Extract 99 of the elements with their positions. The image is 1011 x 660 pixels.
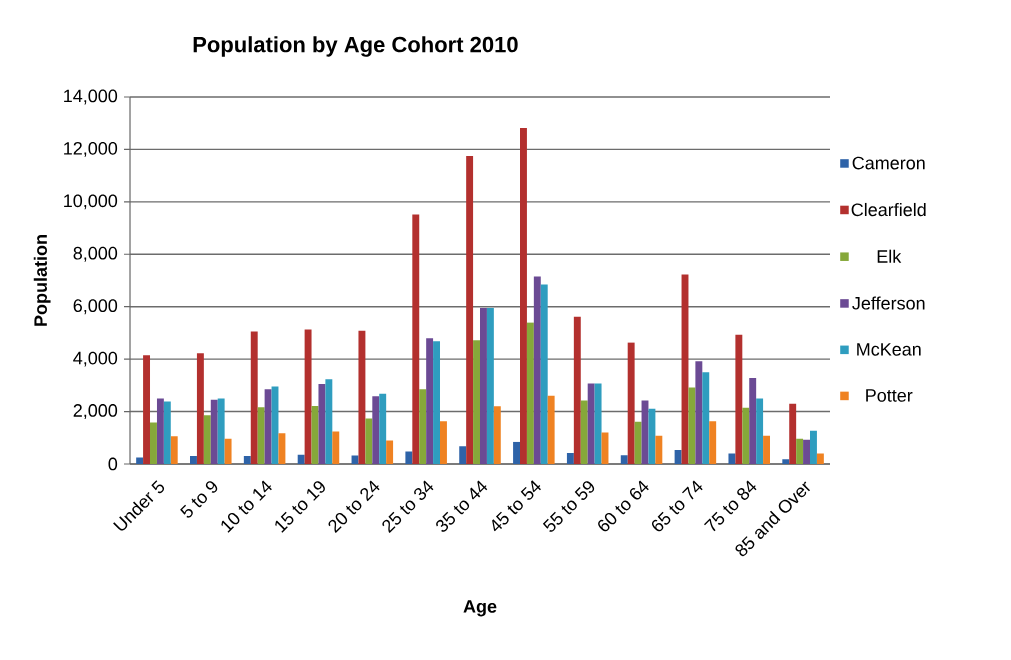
bar [587, 383, 595, 464]
bar [803, 439, 810, 464]
bar [358, 330, 366, 464]
bar [459, 446, 467, 464]
y-tick-label: 8,000 [73, 246, 118, 262]
bar [688, 387, 696, 464]
bar [493, 406, 501, 464]
bar [412, 214, 420, 464]
x-tick-label: 35 to 44 [436, 480, 488, 532]
bar [210, 399, 218, 464]
bar [163, 401, 171, 464]
bar [203, 415, 211, 464]
bar [526, 322, 534, 464]
x-tick-label: 55 to 59 [542, 481, 595, 532]
bar [566, 452, 574, 464]
bar [250, 331, 258, 464]
bar [156, 398, 164, 464]
bar [325, 379, 333, 464]
y-tick-label: 14,000 [64, 89, 118, 105]
y-tick-label: 10,000 [64, 194, 118, 210]
bar [763, 435, 771, 464]
bar [170, 436, 178, 464]
bar [580, 400, 588, 464]
bar [634, 421, 642, 464]
bar [735, 334, 743, 464]
legend-label: Clearfield [851, 202, 926, 217]
bar [257, 407, 265, 464]
x-tick-label: 10 to 14 [221, 480, 272, 533]
bar [547, 395, 555, 464]
chart-title: Population by Age Cohort 2010 [193, 36, 518, 57]
bar [789, 403, 797, 464]
bar [332, 431, 340, 464]
bar [473, 340, 481, 464]
bar [136, 457, 144, 464]
bar [304, 329, 312, 464]
bar [264, 389, 272, 464]
y-tick-label: 0 [108, 457, 118, 471]
bar [466, 155, 474, 464]
bar [297, 454, 305, 464]
y-tick-label: 6,000 [73, 299, 118, 315]
bar [433, 341, 441, 464]
bar [318, 384, 326, 464]
bar [756, 398, 764, 464]
bar [648, 408, 656, 464]
bar [533, 276, 541, 464]
bar [196, 353, 204, 464]
bar [782, 459, 790, 464]
bar [709, 421, 717, 464]
bar [728, 453, 736, 464]
bar [513, 441, 521, 464]
bar [440, 421, 447, 464]
x-tick-label: 45 to 54 [492, 480, 541, 532]
bar [655, 435, 663, 464]
bar [695, 361, 703, 464]
bar [278, 433, 286, 464]
bar [520, 127, 527, 464]
bar [796, 438, 804, 464]
bar [426, 338, 434, 464]
bar [217, 398, 225, 464]
bar [372, 396, 380, 464]
y-axis-title: Population [33, 235, 51, 326]
x-tick-label: 25 to 34 [382, 480, 434, 533]
bar [379, 393, 387, 464]
bar [190, 456, 197, 464]
bar [573, 316, 581, 464]
bar [816, 453, 824, 464]
bar [405, 451, 413, 464]
bar [480, 308, 487, 464]
bar [674, 450, 682, 464]
y-tick-label: 2,000 [73, 404, 118, 419]
x-tick-label: 60 to 64 [598, 480, 649, 532]
legend-label: Elk [877, 249, 902, 263]
bar [742, 407, 750, 464]
x-tick-label: 15 to 19 [275, 481, 325, 533]
bar [627, 342, 635, 464]
legend-label: Cameron [852, 156, 925, 170]
x-tick-label: 65 to 74 [651, 480, 703, 532]
y-tick-label: 12,000 [64, 141, 118, 157]
legend-label: Potter [866, 389, 913, 402]
y-tick-label: 4,000 [73, 351, 118, 367]
bar [620, 455, 628, 464]
bar [540, 284, 548, 464]
bar [419, 389, 427, 464]
x-tick-label: 5 to 9 [180, 481, 218, 518]
bar [702, 372, 710, 464]
bar [150, 422, 157, 464]
bar [243, 456, 251, 464]
bar [365, 418, 373, 464]
x-tick-label: 20 to 24 [328, 480, 380, 533]
bar [143, 355, 151, 464]
bar [749, 378, 757, 464]
bar [224, 438, 232, 464]
bar [594, 383, 602, 464]
legend-label: Jefferson [852, 296, 925, 310]
bar [386, 440, 394, 464]
bar [810, 430, 817, 464]
legend-label: McKean [857, 343, 921, 356]
bar [486, 308, 494, 464]
x-axis-title: Age [463, 600, 497, 617]
